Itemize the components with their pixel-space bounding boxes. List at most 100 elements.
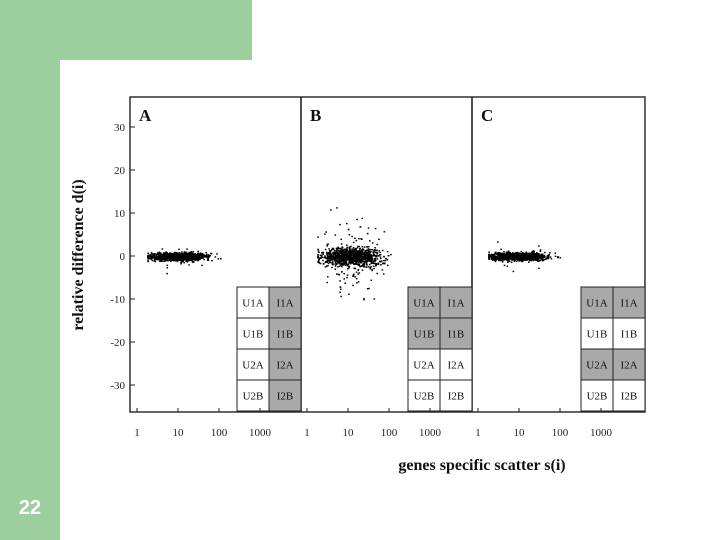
data-point (167, 253, 169, 256)
data-point (340, 260, 343, 263)
panel-letter-a: A (139, 106, 152, 125)
data-point (177, 258, 179, 261)
data-point (164, 257, 167, 259)
data-point (348, 293, 350, 295)
data-point (513, 255, 515, 257)
data-point (173, 258, 175, 260)
data-point (173, 252, 176, 254)
data-point (527, 252, 529, 255)
data-point (503, 253, 505, 255)
data-point (509, 251, 511, 254)
design-cell-label: U1B (414, 329, 435, 341)
data-point (158, 251, 160, 253)
data-point (161, 248, 164, 250)
data-point (346, 249, 349, 252)
data-point (163, 258, 166, 261)
data-point (160, 258, 163, 260)
data-point (498, 253, 501, 255)
data-point (513, 258, 516, 260)
data-point (370, 259, 373, 261)
data-point (512, 254, 515, 256)
data-point (170, 258, 173, 260)
data-point (324, 233, 326, 235)
data-point (535, 252, 538, 254)
data-point (357, 268, 360, 271)
data-point (509, 256, 512, 258)
data-point (488, 256, 490, 259)
data-point (158, 254, 160, 257)
data-point (361, 259, 363, 261)
data-point (351, 248, 354, 250)
design-cell (236, 379, 270, 412)
data-point (352, 261, 355, 263)
design-cell (580, 379, 614, 412)
data-point (518, 256, 521, 259)
data-point (350, 251, 352, 253)
data-point (360, 262, 363, 264)
data-point (341, 271, 343, 273)
data-point (536, 256, 539, 258)
data-point (516, 251, 519, 254)
data-point (188, 254, 191, 256)
data-point (181, 254, 183, 256)
data-point (514, 254, 516, 256)
data-point (340, 255, 343, 257)
data-point (364, 253, 366, 256)
data-point (193, 254, 196, 256)
data-point (328, 255, 330, 257)
data-point (363, 263, 366, 265)
data-point (346, 274, 349, 276)
data-point (359, 252, 361, 254)
data-point (352, 275, 355, 277)
data-point (494, 255, 496, 258)
data-point (494, 258, 496, 260)
data-point (364, 258, 367, 260)
data-point (187, 257, 190, 259)
data-point (325, 260, 327, 263)
design-cell (407, 286, 441, 319)
design-cell (580, 317, 614, 350)
data-point (526, 255, 528, 257)
data-point (352, 246, 355, 249)
data-point (165, 255, 168, 257)
data-point (544, 255, 546, 257)
data-point (169, 259, 172, 261)
data-point (317, 260, 320, 263)
data-point (515, 258, 517, 260)
data-point (554, 255, 557, 257)
data-point (498, 259, 500, 262)
data-point (349, 256, 351, 259)
data-point (319, 254, 322, 256)
data-point (359, 260, 361, 263)
data-point (503, 257, 506, 260)
data-point (317, 261, 319, 263)
data-point (534, 253, 537, 255)
data-point (525, 259, 528, 261)
data-point (158, 253, 161, 256)
data-point (150, 255, 153, 257)
data-point (370, 260, 372, 263)
data-point (327, 256, 330, 259)
data-point (162, 260, 165, 262)
data-point (170, 255, 173, 257)
data-point (356, 253, 358, 255)
design-cell-label: U1B (587, 329, 608, 341)
data-point (502, 259, 504, 261)
design-cell (407, 317, 441, 350)
data-point (361, 246, 364, 248)
data-point (368, 256, 371, 259)
data-point (507, 253, 509, 256)
design-cell-label: U2A (586, 360, 607, 372)
data-point (347, 257, 350, 259)
data-point (368, 252, 371, 254)
y-axis-label: relative difference d(i) (70, 179, 87, 330)
data-point (543, 254, 546, 257)
data-point (159, 257, 162, 259)
data-point (340, 262, 343, 264)
data-point (356, 218, 358, 221)
data-point (342, 250, 345, 252)
data-point (335, 252, 337, 255)
data-point (491, 256, 493, 258)
data-point (557, 256, 559, 259)
data-point (543, 259, 546, 261)
